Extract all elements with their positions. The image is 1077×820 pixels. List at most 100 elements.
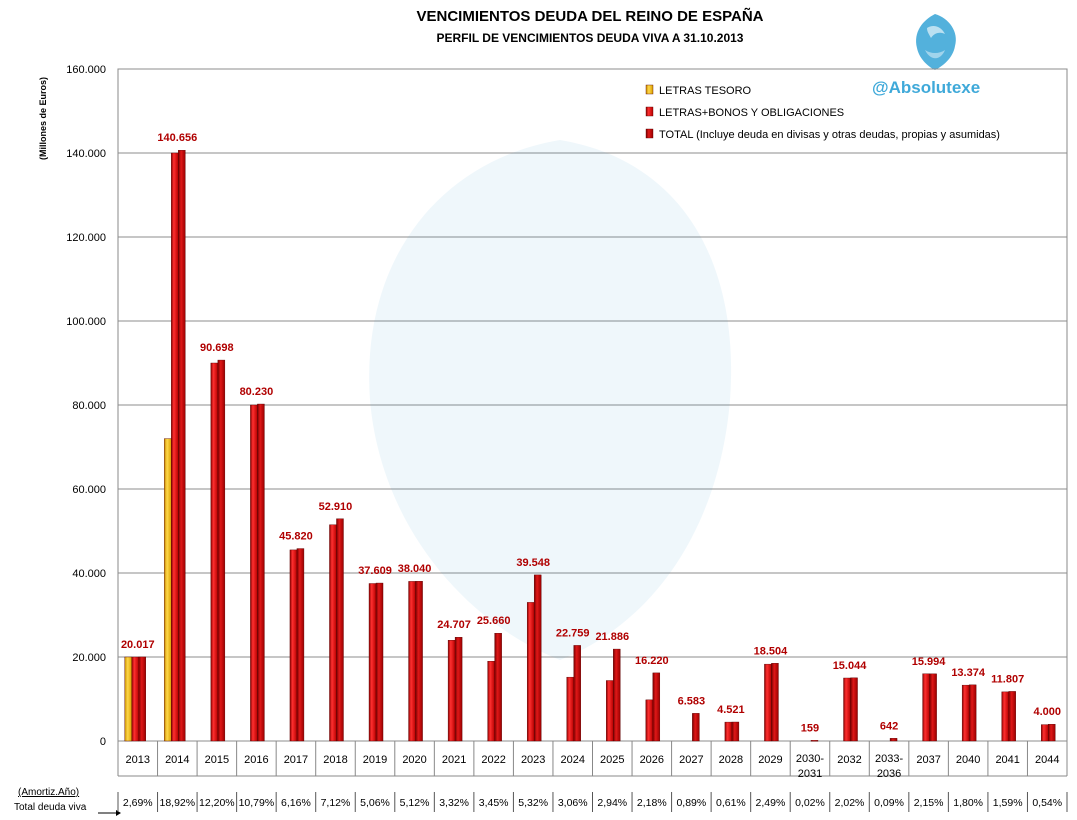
legend-swatch <box>645 128 654 139</box>
bar-total <box>375 582 384 742</box>
bar-total <box>1048 724 1056 742</box>
percentage-row: 2,69% 18,92% 12,20% 10,79% 6,16% 7,12% 5,06% 5,… <box>123 797 1062 809</box>
data-label: 6.583 <box>678 695 706 707</box>
bar-letras-bonos <box>566 676 574 742</box>
amortization-row-label: (Amortiz.Año) <box>18 787 80 798</box>
total-debt-row-label: Total deuda viva <box>14 802 87 813</box>
data-label: 21.886 <box>595 631 629 643</box>
x-tick-label: 2033- <box>875 753 903 765</box>
data-label: 18.504 <box>754 645 789 657</box>
x-tick-label: 2014 <box>165 754 189 766</box>
x-tick-label: 2037 <box>916 754 940 766</box>
data-label: 90.698 <box>200 342 234 354</box>
x-tick-label: 2041 <box>995 754 1019 766</box>
bar-letras-bonos <box>961 684 970 742</box>
data-label: 642 <box>880 720 898 732</box>
legend-label: LETRAS+BONOS Y OBLIGACIONES <box>659 107 844 119</box>
percentage-cell: 3,06% <box>558 797 588 809</box>
percentage-cell: 6,16% <box>281 797 311 809</box>
bar-total <box>850 677 858 742</box>
legend: LETRAS TESORO LETRAS+BONOS Y OBLIGACIONES… <box>645 84 1000 141</box>
percentage-cell: 5,32% <box>518 797 548 809</box>
x-tick-label: 2023 <box>521 754 545 766</box>
bar-letras-bonos <box>289 549 298 742</box>
x-tick-labels: 2013 2014 2015 2016 2017 2018 2019 2020 2021 2022… <box>126 753 1060 780</box>
bar-total <box>533 574 542 742</box>
bar-total <box>296 548 305 742</box>
percentage-cell: 10,79% <box>239 797 275 809</box>
legend-label: TOTAL (Incluye deuda en divisas y otras … <box>659 129 1000 141</box>
x-tick-label: 2028 <box>719 754 743 766</box>
data-label: 13.374 <box>951 667 986 679</box>
bar-total <box>889 738 898 742</box>
bar-letras-bonos <box>487 661 495 742</box>
percentage-cell: 2,15% <box>914 797 944 809</box>
x-tick-label: 2016 <box>244 754 268 766</box>
bar-letras-bonos <box>408 581 416 742</box>
bar-letras-bonos <box>329 524 337 742</box>
percentage-cell: 1,80% <box>953 797 983 809</box>
data-label: 15.994 <box>912 656 947 668</box>
bar-letras-bonos <box>368 583 377 742</box>
percentage-cell: 5,06% <box>360 797 390 809</box>
bar-total <box>771 663 779 742</box>
bar-letras-bonos <box>526 602 535 742</box>
percentage-cell: 2,69% <box>123 797 153 809</box>
data-label: 20.017 <box>121 639 155 651</box>
data-label: 159 <box>801 722 819 734</box>
data-label: 25.660 <box>477 615 511 627</box>
y-tick-labels: 0 20.000 40.000 60.000 80.000 100.000 120.000 1… <box>66 64 106 748</box>
y-tick-label: 40.000 <box>72 568 106 580</box>
y-tick-label: 60.000 <box>72 484 106 496</box>
chart-title: VENCIMIENTOS DEUDA DEL REINO DE ESPAÑA <box>416 8 764 25</box>
bar-letras-bonos <box>1041 724 1049 742</box>
bar-total <box>613 648 621 742</box>
percentage-cell: 0,02% <box>795 797 825 809</box>
legend-swatch <box>645 106 654 117</box>
bar-total <box>810 740 819 742</box>
bar-total <box>454 637 463 742</box>
percentage-cell: 7,12% <box>321 797 351 809</box>
bar-total <box>415 581 423 742</box>
x-tick-label: 2032 <box>837 754 861 766</box>
legend-label: LETRAS TESORO <box>659 85 752 97</box>
bar-letras-bonos <box>171 152 179 742</box>
data-label: 38.040 <box>398 563 432 575</box>
percentage-cell: 0,54% <box>1032 797 1062 809</box>
percentage-cell: 2,02% <box>835 797 865 809</box>
percentage-cell: 5,12% <box>400 797 430 809</box>
bar-total <box>731 721 740 742</box>
bar-letras-bonos <box>606 680 614 742</box>
percentage-cell: 0,61% <box>716 797 746 809</box>
bar-total <box>138 656 146 742</box>
percentage-cell: 2,49% <box>756 797 786 809</box>
percentage-cell: 0,09% <box>874 797 904 809</box>
bar-letras-bonos <box>1001 691 1009 742</box>
bar-letras-bonos <box>764 663 772 742</box>
bar-letras-bonos <box>922 673 930 742</box>
x-tick-label: 2024 <box>560 754 584 766</box>
bar-letras-tesoro <box>124 656 132 742</box>
data-label: 39.548 <box>516 557 550 569</box>
bar-total <box>217 359 226 742</box>
percentage-cell: 2,94% <box>597 797 627 809</box>
bar-letras-bonos <box>645 699 654 742</box>
data-label: 16.220 <box>635 655 669 667</box>
griffin-logo-icon <box>905 10 965 79</box>
bar-total <box>178 150 186 742</box>
bar-total <box>573 645 581 742</box>
y-tick-label: 80.000 <box>72 400 106 412</box>
x-tick-label: 2017 <box>284 754 308 766</box>
data-labels: 20.017 140.656 90.698 80.230 45.820 52.910 37.… <box>121 132 1061 734</box>
x-tick-label: 2018 <box>323 754 347 766</box>
y-tick-label: 160.000 <box>66 64 106 76</box>
data-label: 140.656 <box>157 132 197 144</box>
data-label: 24.707 <box>437 619 471 631</box>
bar-total <box>929 673 937 742</box>
x-tick-label: 2029 <box>758 754 782 766</box>
y-tick-label: 140.000 <box>66 148 106 160</box>
bar-letras-bonos <box>843 677 851 742</box>
grid-lines <box>98 68 1068 816</box>
bars <box>124 150 1056 742</box>
